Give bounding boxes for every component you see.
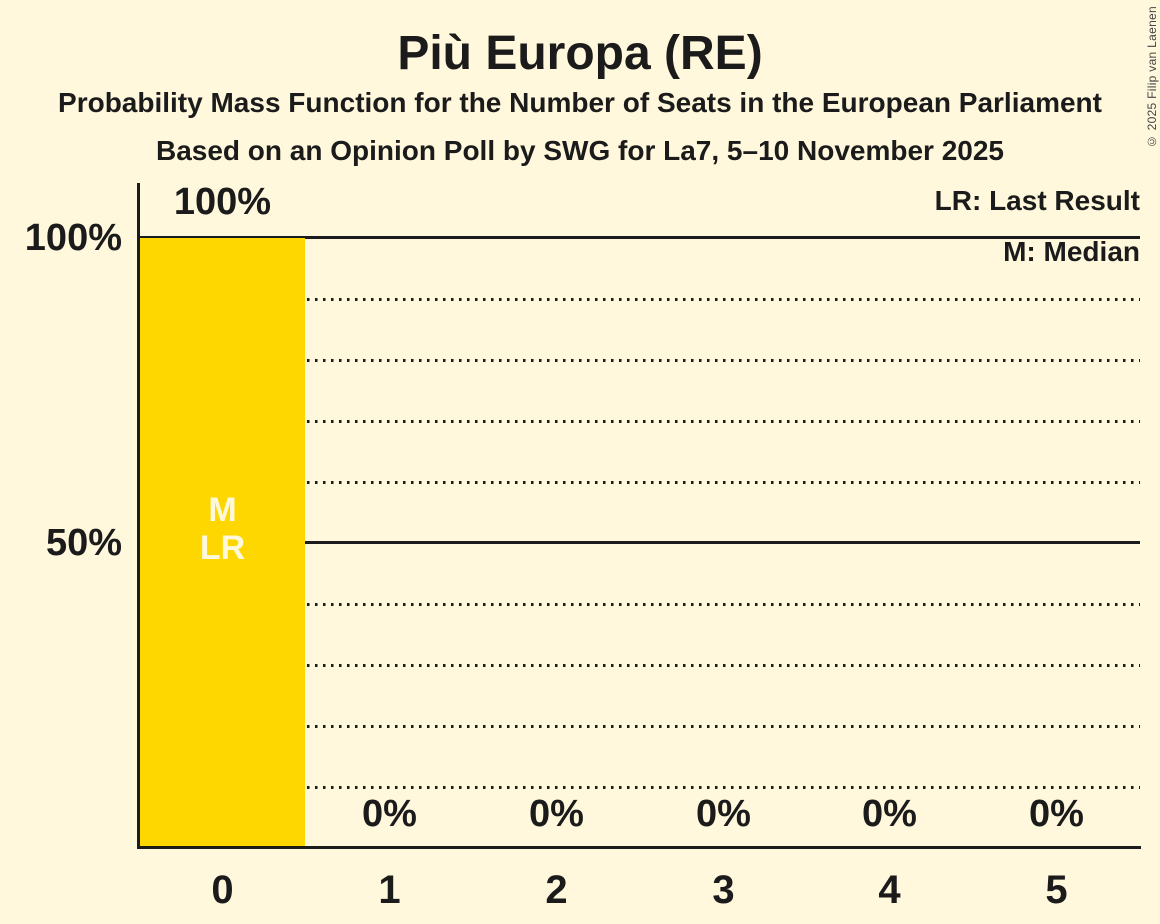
x-tick-label-5: 5 <box>1045 868 1068 912</box>
x-axis-line <box>137 846 1141 849</box>
gridline-60pct <box>139 481 1140 484</box>
x-tick-label-0: 0 <box>211 868 234 912</box>
value-label-seats-1: 0% <box>362 793 417 835</box>
value-label-seats-3: 0% <box>696 793 751 835</box>
y-tick-label-50: 50% <box>45 522 122 564</box>
gridline-30pct <box>139 664 1140 667</box>
bar-median-lastresult-annotation: M LR <box>140 491 305 567</box>
value-label-seats-2: 0% <box>529 793 584 835</box>
poll-info-subtitle: Based on an Opinion Poll by SWG for La7,… <box>155 135 1004 166</box>
chart-subtitle: Probability Mass Function for the Number… <box>58 87 1102 118</box>
legend-median: M: Median <box>1003 236 1140 267</box>
gridline-10pct <box>139 786 1140 789</box>
x-tick-label-2: 2 <box>545 868 568 912</box>
x-tick-label-4: 4 <box>878 868 901 912</box>
gridline-40pct <box>139 603 1140 606</box>
value-label-seats-0: 100% <box>173 181 272 223</box>
legend-last-result: LR: Last Result <box>934 185 1140 216</box>
y-tick-label-100: 100% <box>24 217 122 259</box>
gridline-90pct <box>139 298 1140 301</box>
value-label-seats-5: 0% <box>1029 793 1084 835</box>
gridline-100pct <box>139 236 1140 239</box>
median-marker: M <box>208 491 237 529</box>
gridline-20pct <box>139 725 1140 728</box>
gridline-80pct <box>139 359 1140 362</box>
bar-seats-0 <box>140 238 305 848</box>
x-tick-label-1: 1 <box>378 868 401 912</box>
last-result-marker: LR <box>199 529 246 567</box>
gridline-70pct <box>139 420 1140 423</box>
gridline-50pct <box>139 541 1140 544</box>
y-axis-line <box>137 183 140 849</box>
page-title: Più Europa (RE) <box>397 27 763 80</box>
x-tick-label-3: 3 <box>712 868 735 912</box>
value-label-seats-4: 0% <box>862 793 917 835</box>
copyright-notice: © 2025 Filip van Laenen <box>1145 6 1159 149</box>
